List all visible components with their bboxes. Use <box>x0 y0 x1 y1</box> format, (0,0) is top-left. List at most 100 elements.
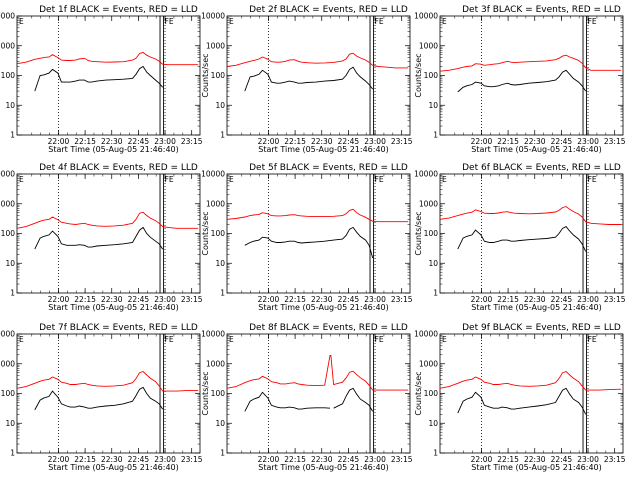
y-tick-label: 1000 <box>419 41 438 50</box>
y-tick-label: 10000 <box>414 12 438 21</box>
x-tick-label: 22:45 <box>338 455 360 464</box>
x-tick-label: 23:00 <box>364 455 386 464</box>
corner-label-left: E <box>19 335 24 344</box>
y-tick-label: 10000 <box>201 170 225 179</box>
x-axis-label: Start Time (05-Aug-05 21:46:40) <box>258 303 389 312</box>
x-tick-label: 23:00 <box>577 295 599 304</box>
x-tick-label: 22:45 <box>128 455 150 464</box>
corner-label-right: FE <box>588 335 597 344</box>
x-tick-label: 22:15 <box>497 295 519 304</box>
x-tick-label: 22:15 <box>74 455 96 464</box>
x-tick-label: 23:15 <box>604 137 626 146</box>
series-lld-line <box>226 52 409 69</box>
y-tick-label: 10 <box>5 259 15 268</box>
x-tick-label: 22:30 <box>311 455 333 464</box>
y-tick-label: 10 <box>428 259 438 268</box>
plot-frame <box>226 173 411 294</box>
y-tick-label: 1 <box>10 131 15 140</box>
x-tick-label: 23:00 <box>577 455 599 464</box>
x-tick-label: 22:45 <box>128 137 150 146</box>
y-tick-label: 10000 <box>0 330 15 339</box>
panel-1: Det 1f BLACK = Events, RED = LLD 1 10 100 10… <box>0 5 203 154</box>
x-tick-label: 22:15 <box>284 137 306 146</box>
series-events-line <box>457 69 587 93</box>
y-tick-label: 10000 <box>0 12 15 21</box>
series-events-line <box>244 66 374 92</box>
y-tick-label: 10000 <box>0 170 15 179</box>
corner-label-left: E <box>19 17 24 26</box>
series-lld-line <box>439 370 622 391</box>
y-tick-label: 10000 <box>414 330 438 339</box>
corner-label-left: E <box>442 175 447 184</box>
y-axis-label: Counts/sec <box>201 211 210 255</box>
corner-label-right: FE <box>588 17 597 26</box>
x-tick-label: 22:45 <box>338 295 360 304</box>
y-tick-label: 10000 <box>201 330 225 339</box>
x-tick-label: 22:30 <box>524 455 546 464</box>
panel-title: Det 2f BLACK = Events, RED = LLD <box>249 5 408 15</box>
panel-7: Det 7f BLACK = Events, RED = LLD 1 10 100 10… <box>0 323 203 472</box>
corner-label-right: FE <box>165 335 174 344</box>
y-tick-label: 10 <box>215 101 225 110</box>
series-lld-line <box>226 355 409 391</box>
x-axis-label: Start Time (05-Aug-05 21:46:40) <box>48 303 179 312</box>
y-tick-label: 1 <box>220 289 225 298</box>
x-tick-label: 22:00 <box>471 137 493 146</box>
panel-title: Det 3f BLACK = Events, RED = LLD <box>462 5 621 15</box>
corner-label-left: E <box>229 175 234 184</box>
x-tick-label: 23:15 <box>391 137 413 146</box>
y-tick-label: 1 <box>433 131 438 140</box>
corner-label-left: E <box>442 17 447 26</box>
y-tick-label: 100 <box>211 229 226 238</box>
plot-frame <box>16 15 201 136</box>
y-tick-label: 10000 <box>414 170 438 179</box>
plot-frame <box>16 333 201 454</box>
series-lld-line <box>439 54 622 72</box>
x-tick-label: 22:45 <box>551 455 573 464</box>
x-tick-label: 22:30 <box>101 137 123 146</box>
x-tick-label: 22:45 <box>128 295 150 304</box>
x-tick-label: 22:30 <box>524 295 546 304</box>
panel-2: Det 2f BLACK = Events, RED = LLD 1 10 100 10… <box>201 5 413 154</box>
x-tick-label: 23:15 <box>391 455 413 464</box>
y-axis-label: Counts/sec <box>414 211 423 255</box>
x-tick-label: 23:15 <box>181 295 203 304</box>
x-tick-label: 22:15 <box>74 295 96 304</box>
y-tick-label: 100 <box>211 71 226 80</box>
y-tick-label: 100 <box>424 389 439 398</box>
y-tick-label: 1000 <box>206 359 225 368</box>
x-tick-label: 22:45 <box>551 295 573 304</box>
corner-label-left: E <box>442 335 447 344</box>
corner-label-right: FE <box>165 17 174 26</box>
series-lld-line <box>16 211 199 229</box>
y-tick-label: 1 <box>10 289 15 298</box>
y-tick-label: 1 <box>433 289 438 298</box>
y-tick-label: 100 <box>424 71 439 80</box>
panel-4: Det 4f BLACK = Events, RED = LLD 1 10 100 10… <box>0 163 203 312</box>
panel-9: Det 9f BLACK = Events, RED = LLD 1 10 100 10… <box>414 323 626 472</box>
panel-title: Det 5f BLACK = Events, RED = LLD <box>249 163 408 173</box>
x-tick-label: 22:30 <box>524 137 546 146</box>
y-axis-label: Counts/sec <box>414 371 423 415</box>
x-tick-label: 23:15 <box>604 295 626 304</box>
x-tick-label: 23:00 <box>364 295 386 304</box>
y-tick-label: 1000 <box>0 41 15 50</box>
x-axis-label: Start Time (05-Aug-05 21:46:40) <box>48 145 179 154</box>
x-axis-label: Start Time (05-Aug-05 21:46:40) <box>471 463 602 472</box>
x-tick-label: 23:00 <box>154 137 176 146</box>
x-tick-label: 22:15 <box>284 295 306 304</box>
series-events-line <box>34 226 164 250</box>
x-tick-label: 22:45 <box>338 137 360 146</box>
y-axis-label: Counts/sec <box>414 53 423 97</box>
x-tick-label: 22:45 <box>551 137 573 146</box>
x-tick-label: 22:00 <box>471 295 493 304</box>
x-tick-label: 23:15 <box>604 455 626 464</box>
y-tick-label: 1000 <box>206 41 225 50</box>
x-tick-label: 22:15 <box>497 455 519 464</box>
panel-title: Det 6f BLACK = Events, RED = LLD <box>462 163 621 173</box>
x-tick-label: 22:00 <box>48 295 70 304</box>
x-tick-label: 22:15 <box>74 137 96 146</box>
x-tick-label: 23:15 <box>181 455 203 464</box>
corner-label-right: FE <box>375 175 384 184</box>
